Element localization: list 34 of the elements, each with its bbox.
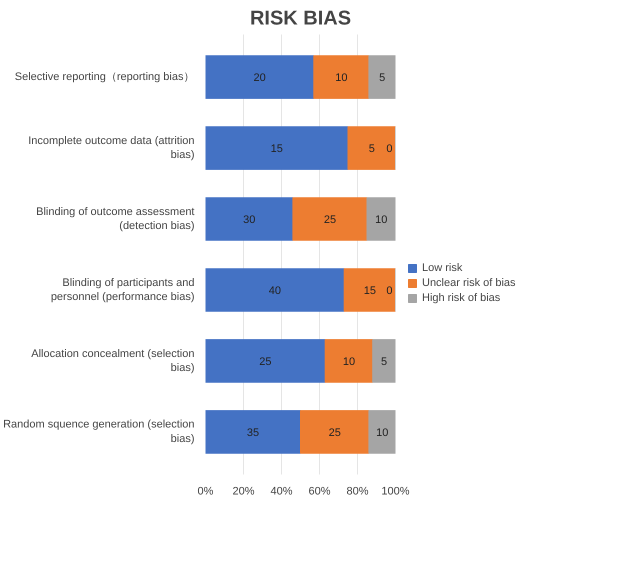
legend-label: Low risk: [422, 262, 462, 274]
x-tick-label: 100%: [381, 486, 410, 498]
annotation: 25: [328, 426, 341, 439]
legend-label: High risk of bias: [422, 292, 500, 304]
annotation: 25: [324, 214, 336, 226]
annotation: 35: [246, 426, 260, 439]
annotation: 5: [368, 143, 375, 156]
annotation: 20: [254, 72, 266, 84]
annotation: 10: [342, 356, 356, 368]
x-tick-label: 80%: [346, 486, 369, 498]
annotation: 0: [386, 284, 393, 297]
annotation: 30: [243, 214, 256, 226]
y-tick-label: Blinding of participants and personnel (performance bias): [50, 276, 195, 304]
annotation: 5: [381, 356, 388, 368]
annotation: 15: [364, 284, 376, 297]
annotation: 10: [376, 426, 388, 439]
y-tick-label: Blinding of outcome assessment (detection bias): [36, 206, 195, 232]
y-tick-label: Selective reporting（reporting bias）: [14, 71, 195, 84]
x-tick-label: 0%: [198, 486, 214, 498]
legend-label: Unclear risk of bias: [422, 277, 516, 289]
annotation: 40: [268, 284, 281, 297]
chart-title: RISK BIAS: [250, 8, 352, 30]
x-tick-label: 20%: [232, 486, 255, 498]
y-tick-label: Allocation concealment (selection bias): [31, 348, 195, 374]
x-tick-label: 60%: [308, 486, 331, 498]
annotation: 5: [379, 72, 386, 84]
annotation: 15: [270, 143, 283, 156]
annotation: 25: [259, 356, 272, 368]
x-tick-label: 40%: [270, 486, 293, 498]
annotation: 10: [375, 214, 388, 226]
annotation: 0: [386, 143, 393, 156]
y-tick-label: Incomplete outcome data (attrition bias): [28, 134, 194, 162]
y-tick-label: Random squence generation (selection bias): [3, 418, 195, 446]
annotation: 10: [335, 72, 348, 84]
